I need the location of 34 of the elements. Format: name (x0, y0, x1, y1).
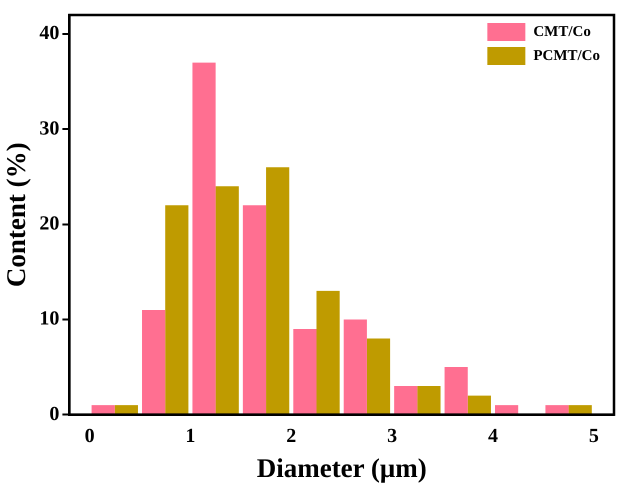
y-tick-label: 10 (39, 308, 60, 330)
bar (92, 405, 115, 414)
bar (216, 186, 239, 414)
bar (545, 405, 569, 414)
x-tick-label: 1 (185, 424, 196, 447)
bar (366, 338, 390, 414)
y-axis-title: Content (%) (1, 142, 32, 288)
x-tick-label: 0 (84, 424, 95, 447)
y-tick-label: 0 (49, 402, 60, 425)
bar (165, 205, 188, 414)
legend-label: PCMT/Co (533, 48, 600, 64)
bar (468, 396, 491, 414)
y-tick-label: 30 (39, 117, 60, 140)
y-tick-label: 20 (39, 212, 60, 234)
x-tick-label: 5 (588, 424, 599, 447)
bar (316, 290, 340, 414)
bar (417, 386, 441, 414)
x-axis-title: Diameter (μm) (256, 452, 427, 483)
bar (192, 62, 216, 414)
bar (568, 405, 592, 414)
bar (114, 405, 138, 414)
bar (293, 328, 316, 414)
legend-label: CMT/Co (533, 24, 591, 40)
y-tick-label: 40 (39, 22, 60, 44)
bar (242, 205, 266, 414)
bar (494, 405, 518, 414)
bar (266, 167, 290, 414)
x-tick-label: 4 (488, 424, 498, 447)
x-tick-label: 3 (387, 424, 398, 447)
bar (444, 367, 468, 414)
bar (344, 319, 367, 414)
x-tick-label: 2 (286, 424, 296, 447)
bar (142, 310, 166, 414)
bar (394, 386, 418, 414)
